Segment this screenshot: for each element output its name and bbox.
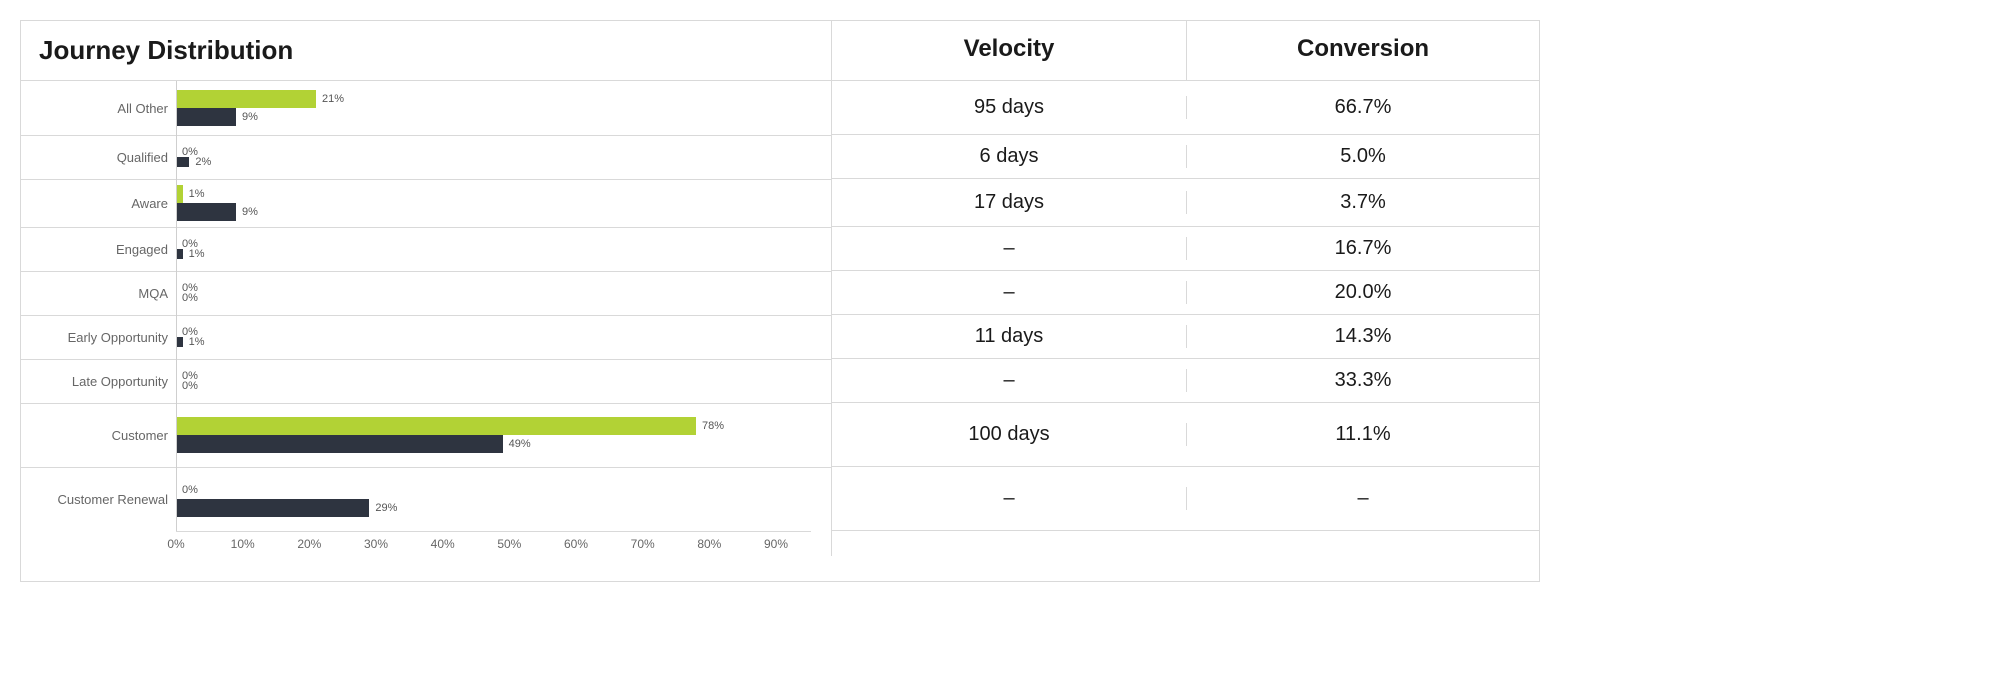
bar-value-b: 29%: [375, 502, 397, 514]
velocity-cell: 11 days: [832, 325, 1187, 348]
table-row: 100 days11.1%: [831, 403, 1539, 467]
table-row: –16.7%: [831, 227, 1539, 271]
conversion-cell: 14.3%: [1187, 325, 1539, 348]
bar-series-b: [176, 499, 369, 517]
conversion-cell: 3.7%: [1187, 191, 1539, 214]
table-row: 95 days66.7%: [831, 81, 1539, 135]
conversion-cell: 11.1%: [1187, 423, 1539, 446]
bar-value-a: 21%: [322, 93, 344, 105]
table-row: 17 days3.7%: [831, 179, 1539, 227]
bar-value-b: 9%: [242, 206, 258, 218]
header-chart-title: Journey Distribution: [21, 21, 831, 80]
chart-row-label: Customer: [21, 428, 176, 443]
chart-row: Aware 1% 9%: [21, 179, 821, 227]
header-velocity: Velocity: [831, 21, 1186, 80]
velocity-cell: 17 days: [832, 191, 1187, 214]
header-row: Journey Distribution Velocity Conversion: [21, 21, 1539, 81]
table-row: 6 days5.0%: [831, 135, 1539, 179]
chart-row: All Other 21% 9%: [21, 81, 821, 135]
axis-tick-label: 30%: [364, 537, 388, 551]
axis-tick-label: 70%: [631, 537, 655, 551]
velocity-cell: 6 days: [832, 145, 1187, 168]
chart-row-label: Early Opportunity: [21, 330, 176, 345]
velocity-cell: –: [832, 237, 1187, 260]
chart-row: Qualified0%2%: [21, 135, 821, 179]
chart-row-label: Customer Renewal: [21, 492, 176, 507]
chart-x-axis: 0%10%20%30%40%50%60%70%80%90%: [176, 531, 816, 556]
chart-row: Engaged0%1%: [21, 227, 821, 271]
conversion-cell: 20.0%: [1187, 281, 1539, 304]
bar-value-b: 0%: [182, 292, 198, 304]
velocity-cell: 95 days: [832, 96, 1187, 119]
bar-value-b: 2%: [195, 156, 211, 168]
header-conversion: Conversion: [1186, 21, 1539, 80]
plot-left-border: [176, 81, 177, 531]
journey-table: Journey Distribution Velocity Conversion…: [20, 20, 1540, 582]
bar-value-b: 0%: [182, 380, 198, 392]
chart-row: Customer 78% 49%: [21, 403, 821, 467]
chart-row-label: Qualified: [21, 150, 176, 165]
bar-value-a: 0%: [182, 484, 198, 496]
bar-value-b: 1%: [189, 336, 205, 348]
axis-tick-label: 10%: [231, 537, 255, 551]
bar-series-b: [176, 435, 503, 453]
bar-value-b: 49%: [509, 438, 531, 450]
conversion-cell: 5.0%: [1187, 145, 1539, 168]
conversion-cell: –: [1187, 487, 1539, 510]
chart-row: Early Opportunity0%1%: [21, 315, 821, 359]
table-row: –33.3%: [831, 359, 1539, 403]
table-row: –20.0%: [831, 271, 1539, 315]
chart-row-label: Engaged: [21, 242, 176, 257]
chart-row: MQA0%0%: [21, 271, 821, 315]
velocity-cell: –: [832, 281, 1187, 304]
axis-tick-label: 60%: [564, 537, 588, 551]
velocity-cell: –: [832, 487, 1187, 510]
velocity-cell: –: [832, 369, 1187, 392]
chart-row-label: All Other: [21, 101, 176, 116]
table-row: ––: [831, 467, 1539, 531]
table-row: 11 days14.3%: [831, 315, 1539, 359]
chart-row-label: MQA: [21, 286, 176, 301]
velocity-cell: 100 days: [832, 423, 1187, 446]
bar-series-b: [176, 157, 189, 167]
body-row: All Other21%9%Qualified0%2%Aware1%9%Enga…: [21, 81, 1539, 581]
axis-tick-label: 90%: [764, 537, 788, 551]
bar-series-a: [176, 417, 696, 435]
axis-tick-label: 50%: [497, 537, 521, 551]
metrics-column-group: 95 days66.7%6 days5.0%17 days3.7%–16.7%–…: [831, 81, 1539, 581]
bar-value-b: 9%: [242, 111, 258, 123]
bar-series-b: [176, 108, 236, 126]
journey-chart: All Other21%9%Qualified0%2%Aware1%9%Enga…: [21, 81, 831, 581]
conversion-cell: 16.7%: [1187, 237, 1539, 260]
conversion-cell: 33.3%: [1187, 369, 1539, 392]
bar-series-a: [176, 90, 316, 108]
axis-tick-label: 0%: [167, 537, 184, 551]
axis-tick-label: 40%: [431, 537, 455, 551]
chart-row: Late Opportunity0%0%: [21, 359, 821, 403]
table-row-filler: [831, 531, 1539, 556]
bar-value-a: 78%: [702, 420, 724, 432]
chart-row: Customer Renewal 0% 29%: [21, 467, 821, 531]
axis-tick-label: 20%: [297, 537, 321, 551]
chart-row-label: Aware: [21, 196, 176, 211]
conversion-cell: 66.7%: [1187, 96, 1539, 119]
bar-value-b: 1%: [189, 248, 205, 260]
axis-tick-label: 80%: [697, 537, 721, 551]
bar-value-a: 1%: [189, 188, 205, 200]
bar-series-b: [176, 203, 236, 221]
chart-row-label: Late Opportunity: [21, 374, 176, 389]
